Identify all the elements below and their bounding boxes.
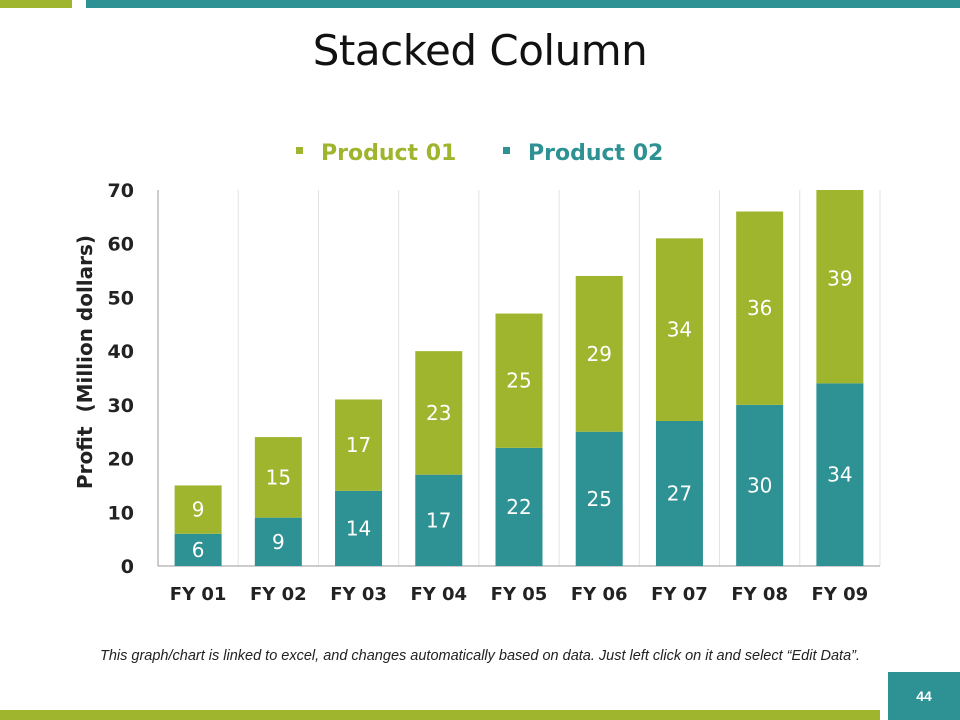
bar-product01[interactable] [736, 211, 784, 405]
data-label-product01: 9 [192, 498, 205, 522]
data-label-product02: 6 [192, 538, 205, 562]
data-label-product02: 27 [667, 481, 692, 505]
x-tick-label: FY 05 [491, 584, 548, 605]
bar-product02[interactable] [575, 431, 623, 566]
y-axis-title: Profit (Million dollars) [73, 235, 97, 489]
y-tick-label: 10 [108, 502, 134, 524]
footnote: This graph/chart is linked to excel, and… [99, 648, 861, 664]
bar-product01[interactable] [335, 399, 383, 491]
x-tick-label: FY 04 [410, 584, 467, 605]
bar-product01[interactable] [254, 437, 302, 518]
data-label-product02: 30 [747, 473, 772, 497]
y-tick-label: 30 [108, 395, 134, 417]
data-label-product02: 14 [346, 516, 371, 540]
data-label-product02: 9 [272, 530, 285, 554]
data-label-product02: 34 [827, 463, 852, 487]
bar-product01[interactable] [575, 275, 623, 432]
y-tick-label: 20 [108, 449, 134, 471]
top-accent-bar [0, 0, 960, 8]
top-bar-green-segment [0, 0, 72, 8]
bottom-bar-green-segment [0, 710, 880, 720]
y-tick-label: 70 [108, 180, 134, 202]
x-tick-label: FY 01 [170, 584, 227, 605]
x-tick-label: FY 09 [812, 584, 869, 605]
bar-product02[interactable] [254, 517, 302, 566]
data-label-product01: 15 [266, 465, 291, 489]
data-label-product02: 17 [426, 508, 451, 532]
legend-label[interactable]: Product 02 [528, 141, 663, 166]
x-tick-label: FY 02 [250, 584, 307, 605]
bar-product02[interactable] [655, 420, 703, 566]
data-label-product02: 25 [586, 487, 611, 511]
data-label-product01: 25 [506, 369, 531, 393]
page-number: 44 [888, 672, 960, 720]
top-bar-teal-segment [86, 0, 960, 8]
bar-product01[interactable] [495, 313, 543, 448]
bar-product02[interactable] [335, 490, 383, 566]
legend-label[interactable]: Product 01 [321, 141, 456, 166]
data-label-product01: 23 [426, 401, 451, 425]
legend-marker [503, 147, 510, 154]
x-tick-label: FY 07 [651, 584, 708, 605]
x-tick-label: FY 03 [330, 584, 387, 605]
bar-product01[interactable] [174, 485, 222, 534]
legend-marker [296, 147, 303, 154]
y-tick-label: 40 [108, 341, 134, 363]
bar-product02[interactable] [816, 383, 864, 566]
data-label-product01: 29 [586, 342, 611, 366]
slide-title: Stacked Column [312, 26, 648, 75]
data-label-product01: 34 [667, 318, 692, 342]
bar-product02[interactable] [174, 533, 222, 566]
bar-product02[interactable] [495, 447, 543, 566]
y-tick-label: 50 [108, 287, 134, 309]
top-bar-slash [72, 0, 86, 8]
bar-product02[interactable] [736, 404, 784, 566]
data-label-product01: 39 [827, 267, 852, 291]
x-tick-label: FY 06 [571, 584, 628, 605]
data-label-product02: 22 [506, 495, 531, 519]
bottom-accent-bar [0, 710, 960, 720]
y-tick-label: 0 [121, 556, 134, 578]
y-tick-label: 60 [108, 234, 134, 256]
x-tick-label: FY 08 [731, 584, 788, 605]
data-label-product01: 36 [747, 296, 772, 320]
bar-product01[interactable] [415, 351, 463, 475]
data-label-product01: 17 [346, 433, 371, 457]
bar-product02[interactable] [415, 474, 463, 566]
bar-product01[interactable] [655, 238, 703, 421]
bar-product01[interactable] [816, 190, 864, 384]
